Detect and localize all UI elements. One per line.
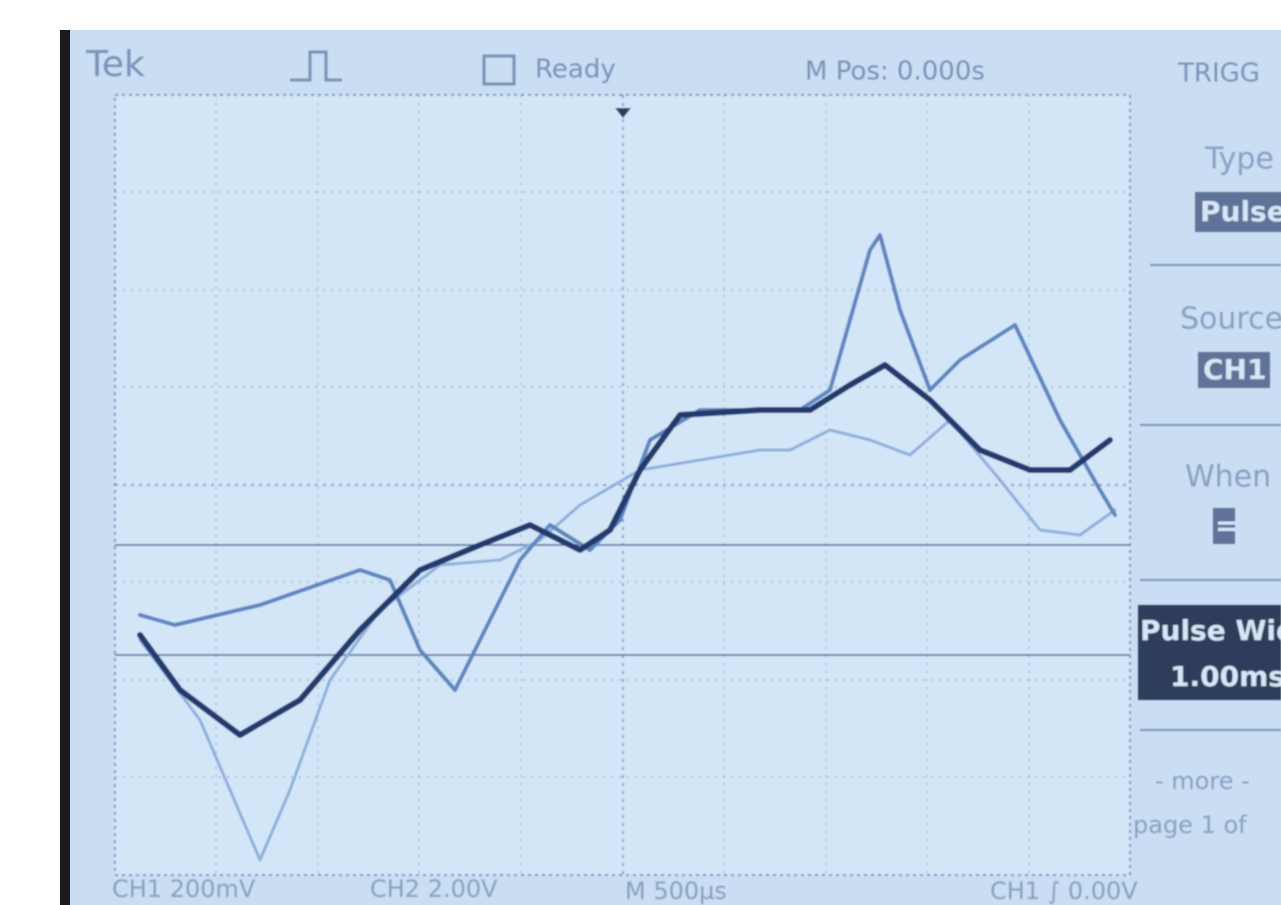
menu-label: Pulse Wid: [1140, 614, 1281, 647]
menu-label: When: [1185, 460, 1271, 495]
ch2-scale: CH2 2.00V: [370, 875, 498, 903]
menu-value: =: [1215, 509, 1238, 542]
more: - more -: [1155, 767, 1250, 795]
ch1-scale: CH1 200mV: [112, 875, 256, 903]
menu-label: Source: [1180, 302, 1281, 337]
brand: Tek: [85, 44, 145, 85]
timebase: M 500µs: [625, 877, 727, 905]
page: page 1 of: [1133, 811, 1247, 839]
position: M Pos: 0.000s: [805, 57, 985, 87]
status: Ready: [535, 55, 616, 85]
menu-title: TRIGG: [1177, 59, 1260, 89]
oscilloscope-photo: Tek Ready M Pos: 0.000s TRIGG Type Pulse…: [0, 0, 1281, 905]
menu-value: CH1: [1203, 353, 1266, 386]
trigger-level: CH1 ∫ 0.00V: [990, 877, 1138, 905]
bezel: [60, 30, 70, 905]
menu-label: Type: [1204, 142, 1274, 177]
menu-value: 1.00ms: [1170, 660, 1281, 693]
menu-value: Pulse: [1200, 195, 1281, 228]
